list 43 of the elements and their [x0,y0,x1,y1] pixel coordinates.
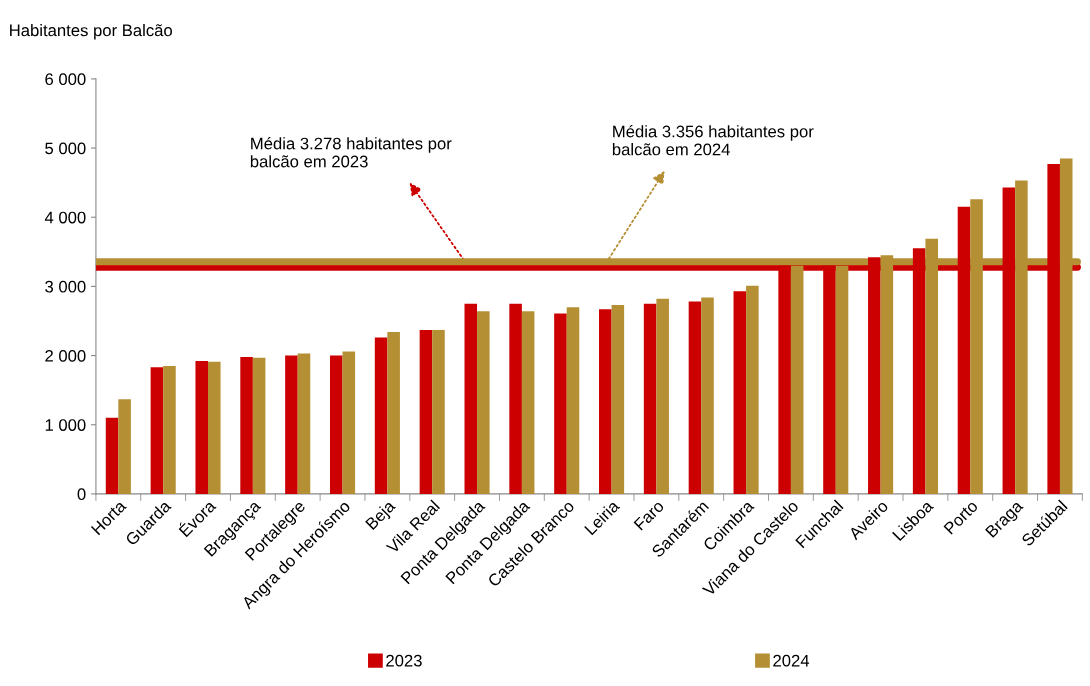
bar [285,355,298,494]
y-tick-label: 3 000 [45,280,86,293]
y-tick-label: 2 000 [45,349,86,362]
y-tick-label: 1 000 [45,419,86,431]
bar [566,307,580,494]
y-tick-label: 6 000 [45,73,86,86]
bar [208,361,221,494]
bar [240,356,253,494]
bar [733,291,747,494]
bar [342,351,356,494]
y-tick-label: 5 000 [45,142,86,155]
bar [521,311,535,494]
bar [252,357,266,494]
bar [150,367,164,494]
bar [599,309,612,494]
bar [688,301,702,494]
y-axis-title: Habitantes por Balcão [10,24,173,40]
bar [611,305,625,494]
bar [329,355,343,494]
bar [701,297,714,494]
y-tick-label: 4 000 [44,211,86,224]
bar [509,303,522,494]
bar [118,399,131,494]
bar [554,313,567,494]
x-tick-label: Beja [364,498,399,533]
legend-label: 2023 [386,654,422,667]
bar [374,337,388,494]
bar [105,417,119,494]
bar [643,303,657,494]
bar [387,332,400,494]
legend-label: 2024 [773,654,810,667]
ref-line-label: Média 3.278 habitantes por balcão em 2023 [250,136,452,168]
bar [477,311,490,494]
bar [297,353,311,494]
ref-line-label: Média 3.356 habitantes por balcão em 2024 [612,124,814,156]
bar [432,329,445,494]
bar [163,365,176,494]
bar [746,285,759,494]
y-tick-label: 0 [77,488,86,501]
bar [656,298,669,494]
bar [419,329,433,494]
bar [464,303,478,494]
bar [195,361,209,494]
